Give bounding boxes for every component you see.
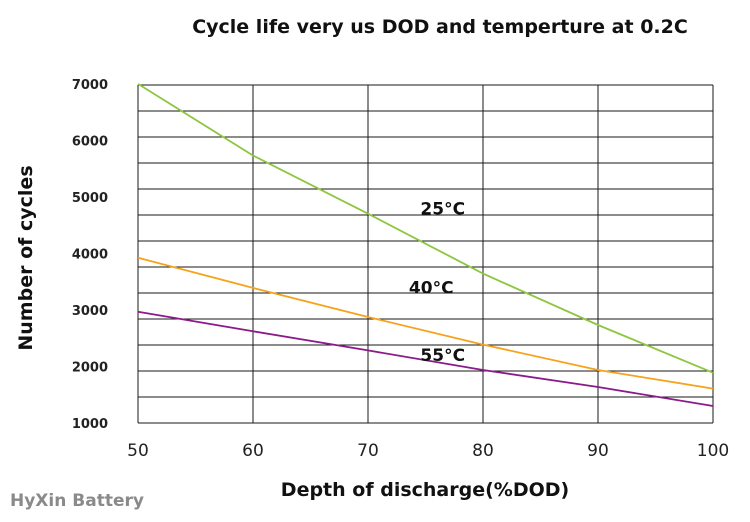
series-line-55C: [137, 310, 714, 407]
series-line-25C: [137, 83, 714, 374]
y-tick-label: 6000: [72, 135, 108, 150]
series-label: 25°C: [420, 199, 465, 219]
grid: [137, 84, 714, 424]
watermark: HyXin Battery: [10, 491, 144, 511]
series-line-40C: [137, 256, 714, 390]
x-tick-label: 60: [242, 441, 264, 461]
y-tick-label: 2000: [72, 361, 108, 376]
y-axis-label: Number of cycles: [15, 165, 37, 350]
y-tick-label: 3000: [72, 304, 108, 319]
y-tick-label: 5000: [72, 191, 108, 206]
series-labels: 25°C 40°C 55°C: [409, 199, 465, 366]
series-label: 40°C: [409, 278, 454, 298]
x-tick-label: 50: [127, 441, 149, 461]
y-axis-ticks: 1000 2000 3000 4000 5000 6000 7000: [72, 78, 108, 432]
x-tick-label: 70: [357, 441, 379, 461]
series-label: 55°C: [420, 346, 465, 366]
y-tick-label: 4000: [72, 248, 108, 263]
y-tick-label: 7000: [72, 78, 108, 93]
x-tick-label: 100: [697, 441, 729, 461]
x-axis-label: Depth of discharge(%DOD): [281, 479, 569, 501]
series-lines: [137, 83, 714, 407]
x-axis-ticks: 50 60 70 80 90 100: [127, 441, 729, 461]
chart-title: Cycle life very us DOD and temperture at…: [192, 16, 688, 38]
x-tick-label: 90: [587, 441, 609, 461]
y-tick-label: 1000: [72, 417, 108, 432]
x-tick-label: 80: [472, 441, 494, 461]
